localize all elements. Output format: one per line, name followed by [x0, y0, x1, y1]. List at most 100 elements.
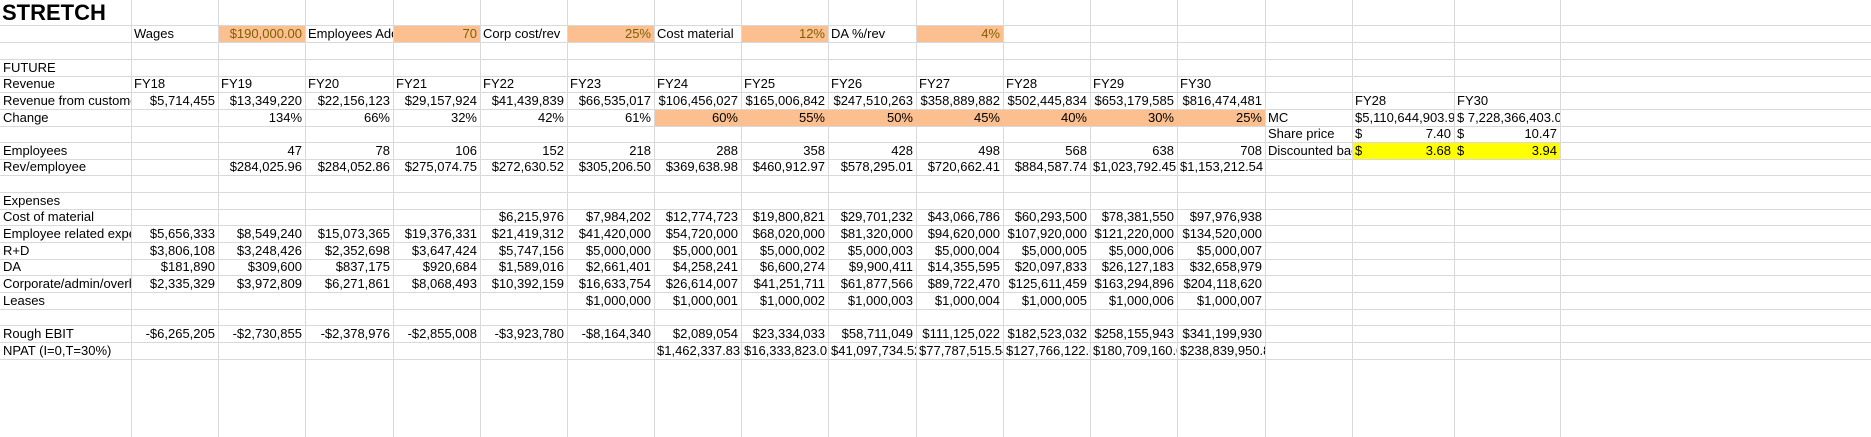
year-header[interactable]: FY21: [396, 76, 428, 91]
data-cell[interactable]: $89,722,470: [927, 276, 1000, 291]
valuation-value[interactable]: $5,110,644,903.91: [1355, 110, 1454, 125]
year-header[interactable]: FY26: [831, 76, 863, 91]
data-cell[interactable]: $920,684: [422, 259, 477, 274]
row-label[interactable]: NPAT (I=0,T=30%): [3, 343, 112, 358]
data-cell[interactable]: $107,920,000: [1007, 226, 1087, 241]
data-cell[interactable]: $1,000,000: [585, 293, 651, 308]
data-cell[interactable]: 358: [803, 143, 825, 158]
assumption-label[interactable]: Cost material: [657, 26, 734, 41]
data-cell[interactable]: $13,349,220: [229, 93, 302, 108]
data-cell[interactable]: $61,877,566: [840, 276, 913, 291]
data-cell[interactable]: $106,456,027: [658, 93, 738, 108]
data-cell[interactable]: $5,656,333: [149, 226, 215, 241]
data-cell[interactable]: $6,600,274: [759, 259, 825, 274]
data-cell[interactable]: $127,766,122.60: [1006, 343, 1090, 358]
assumption-value[interactable]: 4%: [981, 26, 1000, 41]
data-cell[interactable]: -$2,378,976: [320, 326, 390, 341]
data-cell[interactable]: 106: [455, 143, 477, 158]
data-cell[interactable]: $1,000,007: [1196, 293, 1262, 308]
data-cell[interactable]: $163,294,896: [1094, 276, 1174, 291]
data-cell[interactable]: $43,066,786: [927, 209, 1000, 224]
data-cell[interactable]: $1,589,016: [498, 259, 564, 274]
data-cell[interactable]: $884,587.74: [1014, 159, 1087, 174]
data-cell[interactable]: 40%: [1060, 110, 1087, 125]
data-cell[interactable]: $5,000,000: [585, 243, 651, 258]
data-cell[interactable]: $20,097,833: [1014, 259, 1087, 274]
assumption-label[interactable]: DA %/rev: [831, 26, 886, 41]
data-cell[interactable]: $284,052.86: [317, 159, 390, 174]
row-label[interactable]: Leases: [3, 293, 45, 308]
data-cell[interactable]: $29,701,232: [840, 209, 913, 224]
data-cell[interactable]: $10,392,159: [491, 276, 564, 291]
valuation-value[interactable]: $ 7,228,366,403.08: [1457, 110, 1560, 125]
data-cell[interactable]: $3,248,426: [236, 243, 302, 258]
data-cell[interactable]: $258,155,943: [1094, 326, 1174, 341]
data-cell[interactable]: 638: [1152, 143, 1174, 158]
row-label[interactable]: Expenses: [3, 193, 61, 208]
data-cell[interactable]: $5,000,006: [1108, 243, 1174, 258]
data-cell[interactable]: 428: [891, 143, 913, 158]
data-cell[interactable]: $3,647,424: [411, 243, 477, 258]
data-cell[interactable]: $1,023,792.45: [1093, 159, 1177, 174]
data-cell[interactable]: $5,000,005: [1021, 243, 1087, 258]
data-cell[interactable]: $180,709,160.08: [1093, 343, 1177, 358]
assumption-label[interactable]: Employees Added: [308, 26, 393, 41]
data-cell[interactable]: $275,074.75: [404, 159, 477, 174]
data-cell[interactable]: $41,097,734.52: [831, 343, 916, 358]
data-cell[interactable]: $78,381,550: [1101, 209, 1174, 224]
year-header[interactable]: FY25: [744, 76, 776, 91]
data-cell[interactable]: $309,600: [247, 259, 302, 274]
valuation-header[interactable]: FY28: [1355, 93, 1387, 108]
year-header[interactable]: FY18: [134, 76, 166, 91]
row-label[interactable]: Change: [3, 110, 49, 125]
row-label[interactable]: R+D: [3, 243, 30, 258]
data-cell[interactable]: $68,020,000: [752, 226, 825, 241]
data-cell[interactable]: $816,474,481: [1182, 93, 1262, 108]
data-cell[interactable]: 61%: [624, 110, 651, 125]
data-cell[interactable]: -$8,164,340: [581, 326, 651, 341]
data-cell[interactable]: -$2,730,855: [232, 326, 302, 341]
data-cell[interactable]: $32,658,979: [1189, 259, 1262, 274]
data-cell[interactable]: $26,614,007: [665, 276, 738, 291]
data-cell[interactable]: $1,000,006: [1108, 293, 1174, 308]
data-cell[interactable]: 498: [978, 143, 1000, 158]
data-cell[interactable]: $1,000,001: [672, 293, 738, 308]
row-label[interactable]: DA: [3, 259, 22, 274]
data-cell[interactable]: $369,638.98: [665, 159, 738, 174]
data-cell[interactable]: $14,355,595: [927, 259, 1000, 274]
data-cell[interactable]: $54,720,000: [665, 226, 738, 241]
data-cell[interactable]: $5,714,455: [149, 93, 215, 108]
row-label[interactable]: Revenue: [3, 76, 56, 91]
data-cell[interactable]: $5,000,003: [847, 243, 913, 258]
row-label[interactable]: Employee related expenses: [3, 226, 131, 241]
data-cell[interactable]: $720,662.41: [927, 159, 1000, 174]
data-cell[interactable]: $341,199,930: [1182, 326, 1262, 341]
data-cell[interactable]: $111,125,022: [922, 326, 1000, 341]
data-cell[interactable]: $837,175: [335, 259, 390, 274]
data-cell[interactable]: $272,630.52: [491, 159, 564, 174]
data-cell[interactable]: $2,089,054: [672, 326, 738, 341]
data-cell[interactable]: 66%: [363, 110, 390, 125]
data-cell[interactable]: $60,293,500: [1014, 209, 1087, 224]
data-cell[interactable]: 78: [375, 143, 390, 158]
data-cell[interactable]: $238,839,950.80: [1180, 343, 1265, 358]
data-cell[interactable]: $204,118,620: [1183, 276, 1262, 291]
data-cell[interactable]: 25%: [1235, 110, 1262, 125]
year-header[interactable]: FY30: [1180, 76, 1212, 91]
data-cell[interactable]: $15,073,365: [317, 226, 390, 241]
data-cell[interactable]: -$2,855,008: [407, 326, 477, 341]
data-cell[interactable]: $5,747,156: [498, 243, 564, 258]
data-cell[interactable]: $2,352,698: [324, 243, 390, 258]
data-cell[interactable]: $6,215,976: [498, 209, 564, 224]
data-cell[interactable]: 50%: [886, 110, 913, 125]
data-cell[interactable]: $121,220,000: [1094, 226, 1174, 241]
assumption-value[interactable]: 25%: [624, 26, 651, 41]
data-cell[interactable]: $247,510,263: [833, 93, 913, 108]
data-cell[interactable]: $16,633,754: [578, 276, 651, 291]
data-cell[interactable]: $1,000,003: [847, 293, 913, 308]
data-cell[interactable]: $6,271,861: [324, 276, 390, 291]
data-cell[interactable]: $41,420,000: [578, 226, 651, 241]
data-cell[interactable]: $578,295.01: [840, 159, 913, 174]
data-cell[interactable]: 55%: [798, 110, 825, 125]
data-cell[interactable]: $4,258,241: [672, 259, 738, 274]
